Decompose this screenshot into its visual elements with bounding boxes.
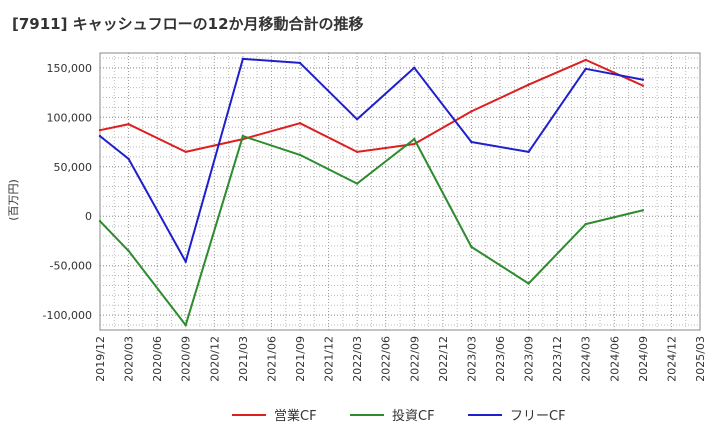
data-point [584,58,587,62]
x-tick-label: 2023/12 [551,336,564,382]
data-point [127,249,130,253]
data-point [413,66,416,70]
chart-title: [7911] キャッシュフローの12か月移動合計の推移 [12,15,364,33]
data-point [527,150,530,154]
y-tick-label: 50,000 [54,161,93,174]
y-tick-label: -50,000 [50,260,92,273]
y-tick-label: 150,000 [47,62,93,75]
x-tick-label: 2020/03 [123,336,136,382]
x-tick-label: 2020/06 [151,336,164,382]
x-tick-label: 2024/12 [665,336,678,382]
data-point [355,118,359,121]
legend-label: 投資CF [392,408,435,424]
x-tick-label: 2021/03 [237,336,250,382]
data-point [584,222,587,226]
data-point [98,134,102,138]
x-tick-label: 2023/09 [523,336,536,382]
x-tick-label: 2024/09 [637,336,650,382]
x-tick-label: 2022/12 [437,336,450,382]
x-tick-label: 2022/06 [380,336,393,382]
data-point [184,323,187,327]
x-tick-label: 2024/06 [608,336,621,382]
data-point [584,67,587,71]
data-point [184,150,187,154]
data-point [470,245,473,249]
x-tick-label: 2021/06 [265,336,278,382]
legend-label: フリーCF [510,409,566,424]
x-tick-label: 2019/12 [94,336,107,382]
data-point [298,153,302,157]
data-point [470,110,473,113]
y-tick-label: -100,000 [43,309,92,322]
data-point [413,137,416,141]
data-point [527,282,530,285]
data-point [127,157,130,161]
data-point [641,78,645,81]
data-point [98,219,102,223]
data-point [127,123,130,126]
x-tick-label: 2021/12 [323,336,336,382]
legend-label: 営業CF [274,408,317,424]
data-point [184,260,187,263]
data-point [641,209,645,212]
x-tick-label: 2023/06 [494,336,507,382]
x-tick-label: 2020/12 [208,336,221,382]
y-tick-label: 0 [85,210,92,223]
data-point [241,57,245,61]
x-tick-label: 2021/09 [294,336,307,382]
data-point [470,140,473,144]
data-point [298,61,302,65]
data-point [355,182,359,185]
data-point [355,150,359,154]
y-tick-label: 100,000 [47,111,93,124]
x-tick-label: 2024/03 [580,336,593,382]
data-point [413,142,416,146]
y-axis-label: (百万円) [7,179,20,221]
data-point [641,84,645,87]
x-tick-label: 2022/09 [408,336,421,382]
data-point [298,122,302,125]
x-tick-label: 2022/03 [351,336,364,382]
x-tick-label: 2025/03 [694,336,707,382]
x-tick-label: 2020/09 [180,336,193,382]
data-point [98,128,102,132]
x-tick-label: 2023/03 [465,336,478,382]
data-point [241,134,245,138]
data-point [527,83,530,86]
